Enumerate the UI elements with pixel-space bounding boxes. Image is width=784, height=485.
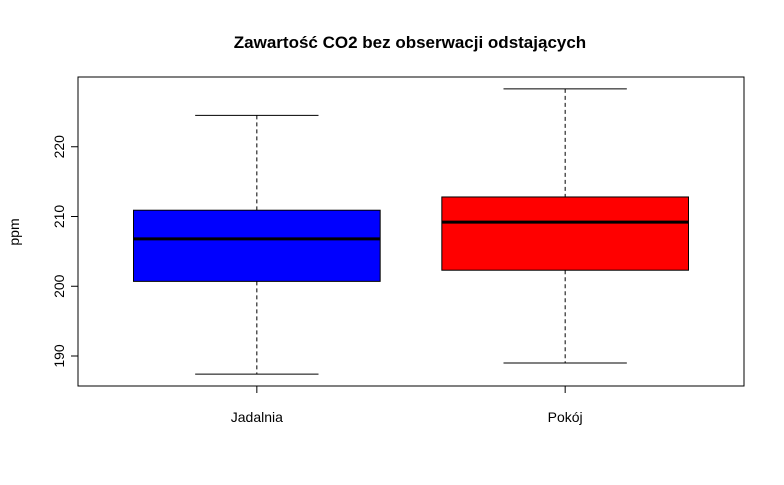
y-tick-label: 190: [51, 344, 67, 368]
y-axis: 190 200 210 220: [51, 135, 79, 368]
y-tick-label: 200: [51, 274, 67, 298]
chart-title: Zawartość CO2 bez obserwacji odstających: [234, 33, 586, 52]
x-tick-label: Jadalnia: [231, 409, 283, 425]
y-tick-label: 210: [51, 205, 67, 229]
y-axis-label: ppm: [6, 218, 22, 245]
x-tick-label: Pokój: [548, 409, 583, 425]
iqr-box: [133, 209, 381, 282]
y-tick-label: 220: [51, 135, 67, 159]
x-axis: Jadalnia Pokój: [231, 385, 583, 425]
iqr-box: [441, 196, 690, 271]
boxes: [133, 88, 690, 375]
